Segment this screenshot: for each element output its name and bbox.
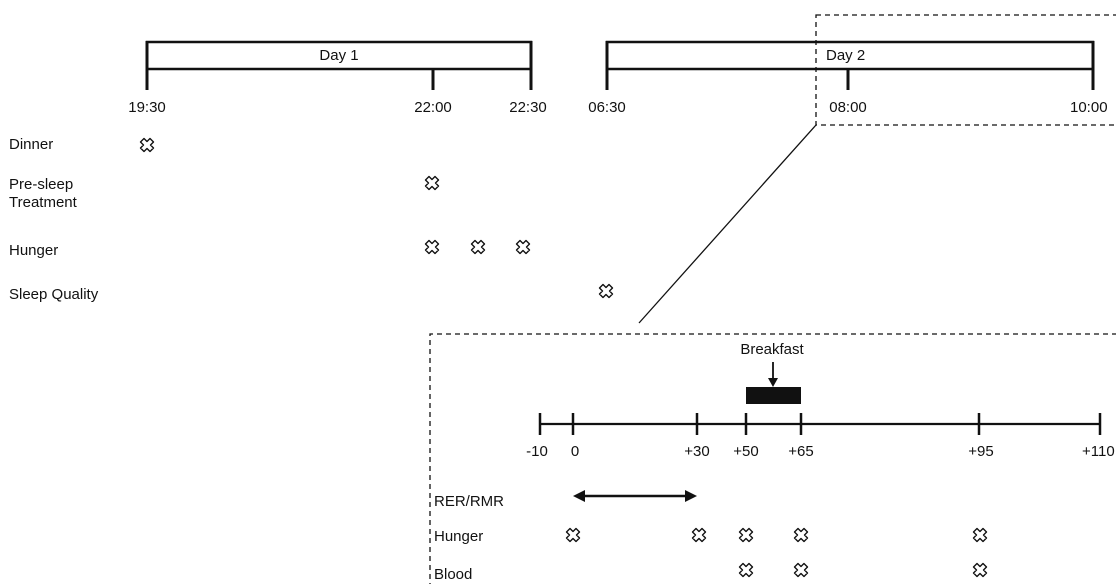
- tick-label: +50: [733, 443, 759, 460]
- dinner-marker-icon: [139, 137, 155, 153]
- detail-hunger-marker-icon: [738, 527, 754, 543]
- tick-label: +95: [968, 443, 994, 460]
- hunger-marker-icon: [424, 239, 440, 255]
- row-label-dinner: Dinner: [9, 136, 54, 153]
- pre-sleep-marker-icon: [424, 175, 440, 191]
- time-label: 19:30: [128, 99, 166, 116]
- sleep-quality-marker-icon: [598, 283, 614, 299]
- detail-row-label-blood: Blood: [434, 566, 473, 583]
- row-label-sleep-quality: Sleep Quality: [9, 286, 99, 303]
- row-label-pre-sleep: Pre-sleep: [9, 176, 74, 193]
- day1-label: Day 1: [319, 47, 359, 64]
- rer-rmr-double-arrow-icon: [573, 490, 697, 502]
- hunger-marker-icon: [470, 239, 486, 255]
- detail-blood-marker-icon: [793, 562, 809, 578]
- day1-bracket: [145, 40, 533, 90]
- detail-row-label-hunger: Hunger: [434, 528, 484, 545]
- tick-label: 0: [570, 443, 580, 460]
- time-label: 10:00: [1070, 99, 1108, 116]
- breakfast-block: [746, 387, 801, 404]
- day2-label: Day 2: [826, 47, 866, 64]
- tick-label: +30: [684, 443, 710, 460]
- detail-axis: [538, 413, 1102, 435]
- detail-hunger-marker-icon: [565, 527, 581, 543]
- time-label: 22:00: [414, 99, 452, 116]
- time-label: 22:30: [509, 99, 547, 116]
- time-label: 06:30: [588, 99, 626, 116]
- row-label-treatment: Treatment: [9, 194, 77, 211]
- detail-blood-marker-icon: [738, 562, 754, 578]
- detail-hunger-marker-icon: [972, 527, 988, 543]
- row-label-hunger: Hunger: [9, 242, 59, 259]
- day2-bracket: [605, 40, 1095, 90]
- zoom-connector-line: [638, 124, 817, 324]
- tick-label: +110: [1082, 443, 1115, 460]
- detail-panel-border: [429, 333, 1116, 584]
- tick-label: +65: [788, 443, 814, 460]
- detail-blood-marker-icon: [972, 562, 988, 578]
- detail-hunger-marker-icon: [691, 527, 707, 543]
- detail-hunger-marker-icon: [793, 527, 809, 543]
- tick-label: -10: [526, 443, 548, 460]
- time-label: 08:00: [829, 99, 867, 116]
- breakfast-arrow-icon: [768, 378, 778, 387]
- hunger-marker-icon: [515, 239, 531, 255]
- zoom-highlight-box: [815, 14, 1116, 126]
- breakfast-label: Breakfast: [740, 341, 804, 358]
- detail-row-label-rer-rmr: RER/RMR: [434, 493, 504, 510]
